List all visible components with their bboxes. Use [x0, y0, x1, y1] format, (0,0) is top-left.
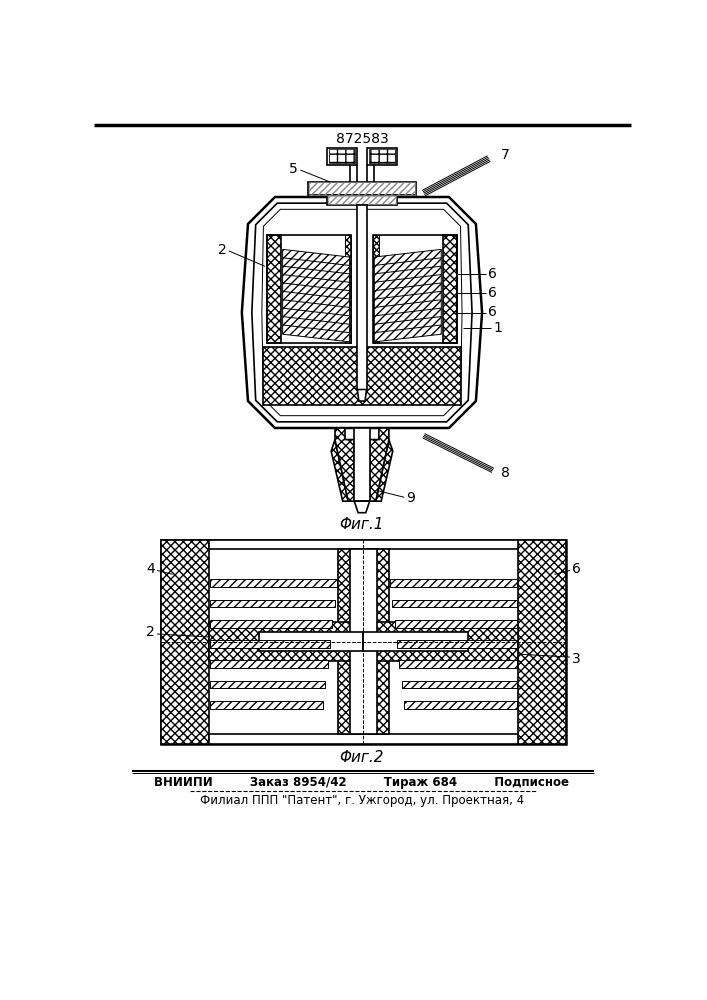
Polygon shape [242, 197, 482, 428]
Bar [339, 549, 389, 734]
Polygon shape [402, 681, 517, 688]
Bar [354, 428, 370, 501]
Polygon shape [374, 275, 441, 292]
Polygon shape [374, 249, 441, 266]
Polygon shape [392, 600, 517, 607]
Bar [264, 347, 460, 405]
Bar [209, 622, 518, 661]
Bar [309, 182, 415, 195]
Polygon shape [399, 660, 517, 668]
Text: 6: 6 [489, 286, 497, 300]
Text: 8: 8 [501, 466, 510, 480]
Polygon shape [210, 701, 323, 709]
Text: Φиг.1: Φиг.1 [339, 517, 384, 532]
Bar [350, 549, 377, 734]
Polygon shape [331, 440, 348, 501]
Polygon shape [283, 291, 350, 308]
Bar [308, 182, 416, 195]
Bar [327, 195, 397, 205]
Bar [161, 540, 209, 744]
Polygon shape [283, 275, 350, 292]
Polygon shape [283, 308, 350, 325]
Polygon shape [374, 325, 441, 342]
Polygon shape [357, 389, 366, 401]
Polygon shape [404, 701, 517, 709]
Text: 6: 6 [489, 267, 497, 281]
Polygon shape [374, 283, 441, 300]
Bar [369, 149, 395, 163]
Polygon shape [210, 660, 327, 668]
Polygon shape [374, 300, 441, 317]
Text: 3: 3 [572, 652, 581, 666]
Text: 872583: 872583 [336, 132, 388, 146]
Polygon shape [210, 681, 325, 688]
Polygon shape [262, 209, 462, 416]
Bar [518, 540, 566, 744]
Polygon shape [374, 308, 441, 325]
Bar [443, 235, 457, 343]
Polygon shape [283, 300, 350, 317]
Bar [267, 235, 281, 343]
Bar [345, 235, 351, 343]
Bar [329, 149, 355, 163]
Text: 7: 7 [501, 148, 509, 162]
Text: 1: 1 [493, 321, 503, 335]
Polygon shape [252, 203, 472, 422]
Text: 9: 9 [407, 491, 416, 505]
Polygon shape [374, 291, 441, 308]
Text: 6: 6 [489, 306, 497, 320]
Bar [328, 196, 396, 204]
Text: 2: 2 [146, 625, 155, 639]
Polygon shape [370, 428, 389, 501]
Polygon shape [283, 249, 350, 266]
Polygon shape [210, 579, 337, 587]
Polygon shape [374, 258, 441, 275]
Polygon shape [374, 317, 441, 334]
Bar [209, 734, 518, 744]
Bar [259, 632, 363, 651]
Text: 5: 5 [289, 162, 298, 176]
Polygon shape [390, 579, 517, 587]
Bar [368, 148, 397, 165]
Bar [363, 632, 468, 651]
Text: Филиал ППП "Патент", г. Ужгород, ул. Проектная, 4: Филиал ППП "Патент", г. Ужгород, ул. Про… [200, 794, 524, 807]
Polygon shape [283, 258, 350, 275]
Polygon shape [283, 325, 350, 342]
Bar [267, 235, 351, 343]
Bar [327, 148, 356, 165]
Polygon shape [210, 600, 334, 607]
Bar [357, 205, 366, 389]
Polygon shape [395, 620, 517, 628]
Text: Φиг.2: Φиг.2 [339, 750, 384, 765]
Text: ВНИИПИ         Заказ 8954/42         Тираж 684         Подписное: ВНИИПИ Заказ 8954/42 Тираж 684 Подписное [154, 776, 569, 789]
Polygon shape [283, 266, 350, 283]
Bar [161, 540, 566, 744]
Polygon shape [283, 283, 350, 300]
Bar [373, 235, 379, 343]
Polygon shape [335, 428, 354, 501]
Bar [209, 540, 518, 549]
Text: 4: 4 [146, 562, 155, 576]
Polygon shape [210, 640, 330, 648]
Polygon shape [376, 440, 393, 501]
Polygon shape [397, 640, 517, 648]
Polygon shape [354, 501, 370, 513]
Polygon shape [374, 266, 441, 283]
Text: 6: 6 [572, 562, 581, 576]
Text: 2: 2 [218, 243, 226, 257]
Polygon shape [210, 620, 332, 628]
Bar [373, 235, 457, 343]
Polygon shape [283, 317, 350, 334]
